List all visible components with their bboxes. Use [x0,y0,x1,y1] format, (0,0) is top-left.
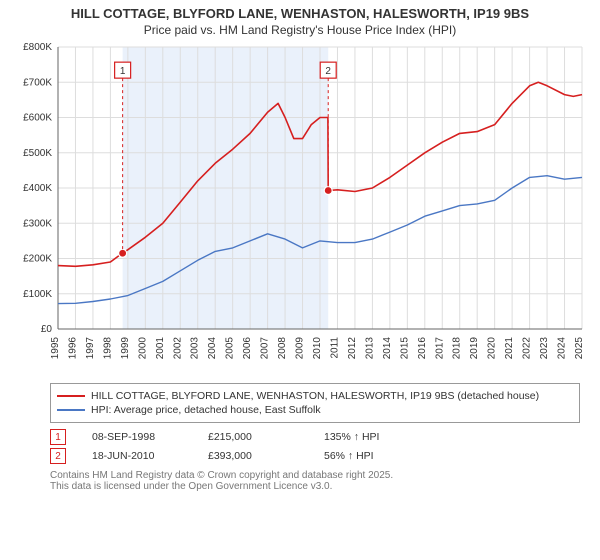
svg-text:£100K: £100K [23,289,52,300]
data-point-table: 1 08-SEP-1998 £215,000 135% ↑ HPI 2 18-J… [50,429,580,464]
legend-label: HILL COTTAGE, BLYFORD LANE, WENHASTON, H… [91,390,539,402]
data-point-row: 1 08-SEP-1998 £215,000 135% ↑ HPI [50,429,580,445]
svg-text:2011: 2011 [329,337,340,359]
svg-text:£800K: £800K [23,42,52,53]
legend-label: HPI: Average price, detached house, East… [91,404,321,416]
legend-row: HPI: Average price, detached house, East… [57,404,573,416]
svg-text:£0: £0 [41,324,53,335]
svg-text:£500K: £500K [23,148,52,159]
svg-text:2020: 2020 [487,337,498,360]
svg-text:2023: 2023 [539,337,550,360]
svg-text:2014: 2014 [382,337,393,360]
svg-text:£200K: £200K [23,254,52,265]
svg-text:2005: 2005 [225,337,236,360]
svg-text:2006: 2006 [242,337,253,360]
svg-text:£300K: £300K [23,218,52,229]
data-point-row: 2 18-JUN-2010 £393,000 56% ↑ HPI [50,448,580,464]
svg-text:2021: 2021 [504,337,515,360]
dp-date: 18-JUN-2010 [92,450,182,462]
svg-text:£600K: £600K [23,113,52,124]
chart-title-block: HILL COTTAGE, BLYFORD LANE, WENHASTON, H… [0,0,600,39]
marker-1-icon: 1 [50,429,66,445]
dp-pct: 135% ↑ HPI [324,431,414,443]
footer: Contains HM Land Registry data © Crown c… [50,470,580,492]
dp-price: £393,000 [208,450,298,462]
svg-text:2008: 2008 [277,337,288,360]
dp-price: £215,000 [208,431,298,443]
footer-line: This data is licensed under the Open Gov… [50,481,580,492]
svg-text:£400K: £400K [23,183,52,194]
svg-text:2024: 2024 [557,337,568,360]
svg-text:2019: 2019 [469,337,480,360]
svg-text:1: 1 [120,66,126,77]
price-chart: £0 £100K £200K £300K £400K £500K £600K £700K £80… [8,39,592,379]
svg-text:1997: 1997 [85,337,96,360]
marker-index: 1 [55,432,61,443]
svg-text:1998: 1998 [102,337,113,360]
svg-text:2009: 2009 [295,337,306,360]
svg-text:1999: 1999 [120,337,131,360]
svg-text:2015: 2015 [399,337,410,360]
svg-text:2013: 2013 [364,337,375,360]
svg-text:1996: 1996 [67,337,78,360]
chart-subtitle: Price paid vs. HM Land Registry's House … [0,23,600,37]
marker-index: 2 [55,451,61,462]
dp-pct: 56% ↑ HPI [324,450,414,462]
svg-text:1995: 1995 [50,337,61,360]
svg-text:2022: 2022 [522,337,533,360]
svg-text:2017: 2017 [434,337,445,360]
chart-area: £0 £100K £200K £300K £400K £500K £600K £700K £80… [8,39,592,379]
svg-text:2002: 2002 [172,337,183,360]
marker-2-icon: 2 [50,448,66,464]
svg-text:2000: 2000 [137,337,148,360]
svg-text:2007: 2007 [260,337,271,360]
legend-swatch-cottage [57,395,85,397]
legend: HILL COTTAGE, BLYFORD LANE, WENHASTON, H… [50,383,580,423]
dp-date: 08-SEP-1998 [92,431,182,443]
svg-text:2004: 2004 [207,337,218,360]
svg-text:2025: 2025 [574,337,585,360]
svg-text:£700K: £700K [23,77,52,88]
svg-text:2016: 2016 [417,337,428,360]
legend-swatch-hpi [57,409,85,411]
svg-text:2018: 2018 [452,337,463,360]
footer-line: Contains HM Land Registry data © Crown c… [50,470,580,481]
svg-text:2003: 2003 [190,337,201,360]
svg-text:2010: 2010 [312,337,323,360]
svg-text:2012: 2012 [347,337,358,360]
svg-text:2001: 2001 [155,337,166,360]
legend-row: HILL COTTAGE, BLYFORD LANE, WENHASTON, H… [57,390,573,402]
svg-text:2: 2 [325,66,331,77]
chart-title: HILL COTTAGE, BLYFORD LANE, WENHASTON, H… [0,6,600,21]
